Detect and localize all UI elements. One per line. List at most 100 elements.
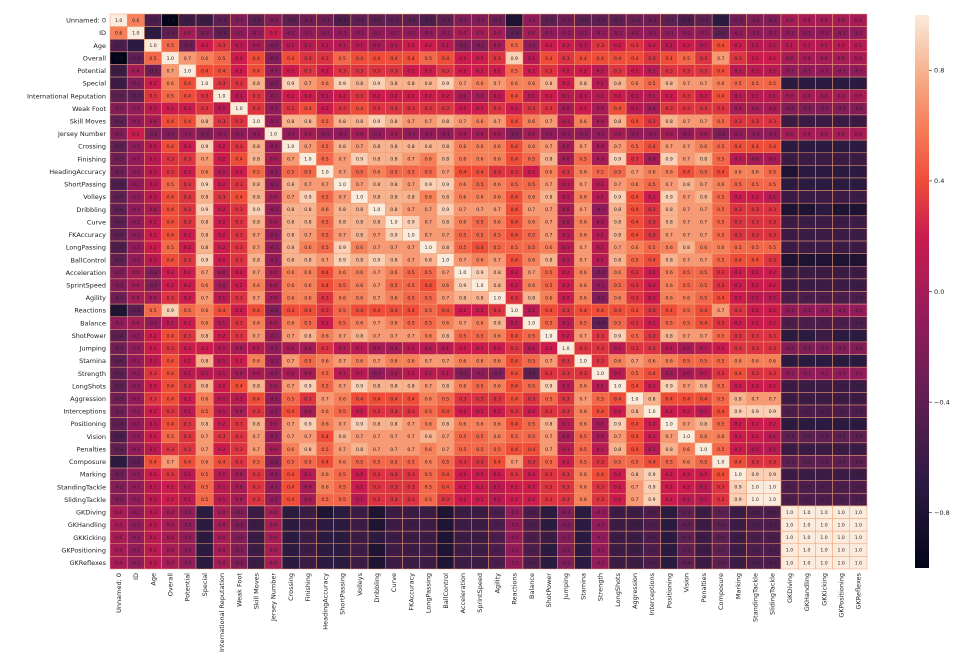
cell-label: 0.4 [321,283,328,289]
cell-label: -0.1 [131,169,140,175]
cell-label: 0.2 [184,358,191,364]
cell-label: 0.9 [442,207,449,213]
cell-label: -0.5 [854,295,863,301]
cell-label: 0.3 [407,409,414,415]
cell-label: 0.5 [545,270,552,276]
cell-label: 0.5 [442,459,449,465]
row-label: Agility [86,294,107,302]
cell-label: 0.5 [356,169,363,175]
cell-label: 0.6 [321,333,328,339]
cell-label: 0.9 [769,472,776,478]
cell-label: 0.8 [304,447,311,453]
cell-label: 0.9 [201,144,208,150]
cell-label: -0.8 [372,510,381,516]
cell-label: 0.3 [648,220,655,226]
cell-label: 0.2 [734,195,741,201]
cell-label: -0.1 [768,31,777,37]
column-label: Jersey Number [270,573,278,622]
cell-label: 0.0 [115,560,122,566]
cell-label: -0.6 [733,510,742,516]
cell-label: -0.7 [131,43,140,49]
cell-label: 0.3 [562,485,569,491]
cell-label: 0.7 [683,333,690,339]
cell-label: -0.4 [716,31,725,37]
cell-label: -0.1 [131,358,140,364]
cell-label: -0.1 [131,220,140,226]
cell-label: -0.6 [613,535,622,541]
cell-label: 0.2 [235,283,242,289]
column-label: Skill Moves [253,572,261,609]
cell-label: 0.9 [769,409,776,415]
cell-label: 0.0 [270,220,277,226]
cell-label: -0.4 [682,522,691,528]
cell-label: -0.1 [338,31,347,37]
cell-label: 0.2 [218,144,225,150]
cell-label: 1.0 [648,409,655,415]
cell-label: -0.5 [768,522,777,528]
cell-label: 0.1 [287,43,294,49]
cell-label: -0.4 [114,422,123,428]
cell-label: -0.1 [647,131,656,137]
cell-label: 0.0 [786,56,793,62]
cell-label: 0.5 [579,157,586,163]
cell-label: 0.9 [511,56,518,62]
cell-label: 0.2 [459,106,466,112]
cell-label: 0.1 [218,396,225,402]
cell-label: -0.1 [131,535,140,541]
cell-label: -0.5 [647,560,656,566]
cell-label: 0.5 [648,245,655,251]
cell-label: 0.7 [769,396,776,402]
cell-label: 0.8 [545,195,552,201]
cell-label: -0.8 [837,258,846,264]
cell-label: 0.7 [579,245,586,251]
cell-label: 0.9 [304,384,311,390]
cell-label: 0.1 [149,510,156,516]
cell-label: -0.6 [802,195,811,201]
cell-label: 0.1 [528,308,535,314]
cell-label: -0.6 [802,396,811,402]
cell-label: -0.7 [854,182,863,188]
cell-label: 0.4 [425,283,432,289]
cell-label: 0.3 [734,232,741,238]
cell-label: 0.7 [528,270,535,276]
cell-label: 0.5 [528,422,535,428]
cell-label: 1.0 [373,207,380,213]
cell-label: -0.7 [785,144,794,150]
cell-label: 0.0 [597,144,604,150]
cell-label: 0.3 [235,422,242,428]
cell-label: -0.2 [269,459,278,465]
cell-label: 0.3 [579,346,586,352]
cell-label: 0.8 [390,119,397,125]
cell-label: 1.0 [803,548,810,554]
cell-label: -0.1 [837,371,846,377]
cell-label: 0.8 [407,144,414,150]
cell-label: 0.6 [579,422,586,428]
cell-label: 0.5 [717,207,724,213]
cell-label: 0.6 [459,144,466,150]
row-label: Age [93,42,106,50]
column-label: ShortPassing [339,573,347,615]
cell-label: -0.2 [269,43,278,49]
cell-label: 0.8 [390,182,397,188]
cell-label: -0.7 [338,510,347,516]
cell-label: -0.6 [820,245,829,251]
cell-label: 0.7 [683,422,690,428]
cell-label: 0.2 [752,422,759,428]
cell-label: -0.3 [303,18,312,24]
cell-label: 0.1 [304,472,311,478]
cell-label: 0.8 [631,409,638,415]
cell-label: 0.5 [476,182,483,188]
cell-label: -0.6 [458,522,467,528]
cell-label: 0.8 [373,157,380,163]
cell-label: 0.7 [631,169,638,175]
heatmap-cells: 1.0 0.6 -0.5 -1.0 -0.6 -0.6 -0.4 -0.2 -0.4 -0.2 -0… [109,13,868,570]
cell-label: 0.5 [459,434,466,440]
cell-label: 0.6 [390,270,397,276]
cell-label: 0.3 [717,485,724,491]
cell-label: 1.0 [287,144,294,150]
cell-label: 0.6 [528,258,535,264]
cell-label: 0.9 [407,220,414,226]
cell-label: -0.1 [131,548,140,554]
cell-label: -0.7 [854,169,863,175]
cell-label: 0.8 [201,220,208,226]
